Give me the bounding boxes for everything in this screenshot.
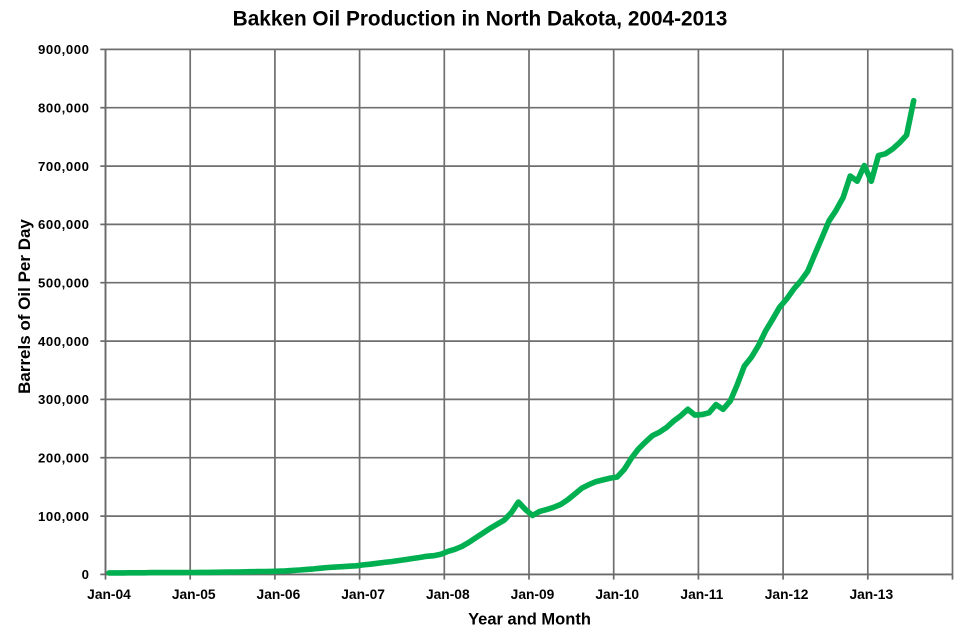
svg-text:Jan-12: Jan-12 [765, 587, 809, 602]
svg-text:300,000: 300,000 [38, 392, 90, 407]
svg-text:Jan-13: Jan-13 [849, 587, 893, 602]
svg-text:Jan-08: Jan-08 [426, 587, 470, 602]
svg-text:100,000: 100,000 [38, 509, 90, 524]
svg-text:200,000: 200,000 [38, 451, 90, 466]
svg-text:0: 0 [82, 567, 90, 582]
svg-text:Jan-11: Jan-11 [680, 587, 723, 602]
svg-text:Jan-09: Jan-09 [511, 587, 555, 602]
svg-text:Bakken Oil Production in North: Bakken Oil Production in North Dakota, 2… [233, 7, 728, 30]
svg-text:500,000: 500,000 [38, 276, 90, 291]
svg-text:Jan-10: Jan-10 [595, 587, 639, 602]
svg-text:Jan-05: Jan-05 [172, 587, 216, 602]
svg-text:900,000: 900,000 [38, 42, 90, 57]
svg-text:Jan-06: Jan-06 [257, 587, 301, 602]
svg-text:Barrels of Oil Per Day: Barrels of Oil Per Day [15, 219, 34, 394]
svg-text:Year and Month: Year and Month [468, 611, 591, 629]
svg-text:700,000: 700,000 [38, 159, 90, 174]
svg-text:Jan-07: Jan-07 [341, 587, 385, 602]
svg-text:800,000: 800,000 [38, 101, 90, 116]
svg-text:400,000: 400,000 [38, 334, 90, 349]
svg-text:600,000: 600,000 [38, 217, 90, 232]
svg-text:Jan-04: Jan-04 [87, 587, 131, 602]
